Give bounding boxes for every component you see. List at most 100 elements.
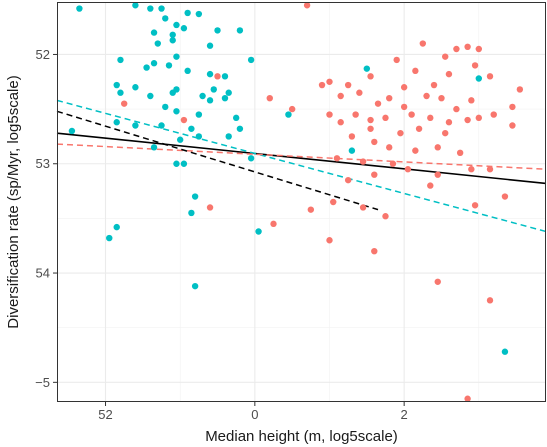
data-point — [412, 67, 419, 75]
data-point — [486, 73, 494, 80]
data-point — [371, 247, 378, 255]
y-axis-title: Diversification rate (sp/Myr, log5scale) — [5, 75, 22, 328]
data-point — [184, 67, 191, 75]
data-point — [445, 70, 453, 78]
data-point — [386, 144, 393, 151]
data-point — [173, 160, 180, 167]
data-point — [501, 348, 509, 355]
data-point — [386, 94, 393, 102]
data-point — [169, 31, 176, 38]
data-point — [176, 136, 184, 143]
data-point — [427, 182, 434, 189]
data-point — [221, 73, 229, 80]
y-tick-label: 52 — [36, 47, 50, 62]
x-tick-label: 0 — [251, 407, 258, 422]
data-point — [150, 60, 158, 67]
data-point — [367, 116, 374, 124]
data-point — [120, 100, 128, 107]
data-point — [285, 111, 292, 118]
data-point — [158, 5, 165, 12]
data-point — [191, 193, 199, 200]
data-point — [76, 5, 83, 12]
data-point — [516, 86, 524, 93]
data-point — [367, 73, 374, 80]
data-point — [132, 122, 139, 129]
data-point — [303, 2, 311, 9]
data-point — [453, 45, 460, 53]
data-point — [389, 160, 397, 167]
data-point — [475, 114, 483, 122]
data-point — [326, 78, 333, 85]
data-point — [442, 129, 449, 137]
data-point — [363, 65, 371, 72]
data-point — [393, 56, 400, 64]
data-point — [162, 103, 169, 111]
data-point — [419, 40, 427, 47]
data-point — [191, 282, 199, 290]
data-point — [165, 62, 173, 69]
y-tick-label: 53 — [36, 156, 50, 171]
data-point — [356, 89, 363, 96]
data-point — [475, 45, 483, 53]
data-point — [400, 84, 408, 91]
data-point — [113, 119, 120, 126]
data-point — [188, 209, 195, 217]
data-point — [132, 84, 139, 91]
data-point — [415, 125, 423, 132]
data-point — [206, 70, 214, 78]
data-point — [162, 15, 169, 22]
data-point — [348, 133, 356, 140]
data-point — [318, 81, 326, 89]
data-point — [326, 111, 333, 118]
data-point — [404, 166, 412, 173]
data-point — [382, 114, 389, 122]
data-point — [359, 204, 367, 211]
data-point — [150, 144, 158, 151]
data-point — [288, 105, 296, 113]
data-point — [397, 129, 404, 137]
data-point — [486, 297, 494, 304]
data-point — [434, 278, 441, 285]
data-point — [438, 94, 445, 102]
data-point — [210, 86, 217, 93]
x-axis-title: Median height (m, log5scale) — [205, 428, 398, 445]
data-point — [490, 111, 497, 118]
panel-border — [57, 2, 546, 402]
data-point — [113, 223, 120, 231]
data-point — [359, 158, 367, 165]
data-point — [486, 166, 494, 173]
data-point — [147, 5, 154, 12]
data-point — [247, 155, 255, 162]
data-point — [132, 2, 139, 9]
data-point — [464, 395, 471, 402]
data-point — [68, 127, 76, 135]
data-point — [214, 73, 221, 80]
x-tick-label: 2 — [401, 407, 408, 422]
data-point — [150, 29, 158, 36]
data-point — [367, 125, 374, 132]
data-point — [330, 198, 337, 206]
data-point — [117, 56, 124, 64]
data-point — [106, 234, 113, 242]
data-point — [337, 92, 344, 100]
data-point — [453, 105, 460, 113]
data-points — [68, 2, 524, 402]
data-point — [236, 125, 244, 132]
data-point — [255, 228, 262, 235]
trend-line — [56, 143, 547, 170]
data-point — [464, 116, 471, 124]
data-point — [333, 155, 341, 162]
data-point — [247, 56, 255, 64]
y-tick-label: −5 — [35, 375, 50, 390]
data-point — [154, 40, 161, 47]
data-point — [430, 81, 438, 89]
data-point — [206, 42, 214, 49]
data-point — [400, 103, 408, 111]
data-point — [113, 81, 120, 89]
data-point — [143, 64, 150, 71]
data-point — [173, 53, 180, 60]
data-point — [445, 119, 453, 126]
x-tick-label: 52 — [98, 407, 112, 422]
data-point — [382, 213, 389, 220]
